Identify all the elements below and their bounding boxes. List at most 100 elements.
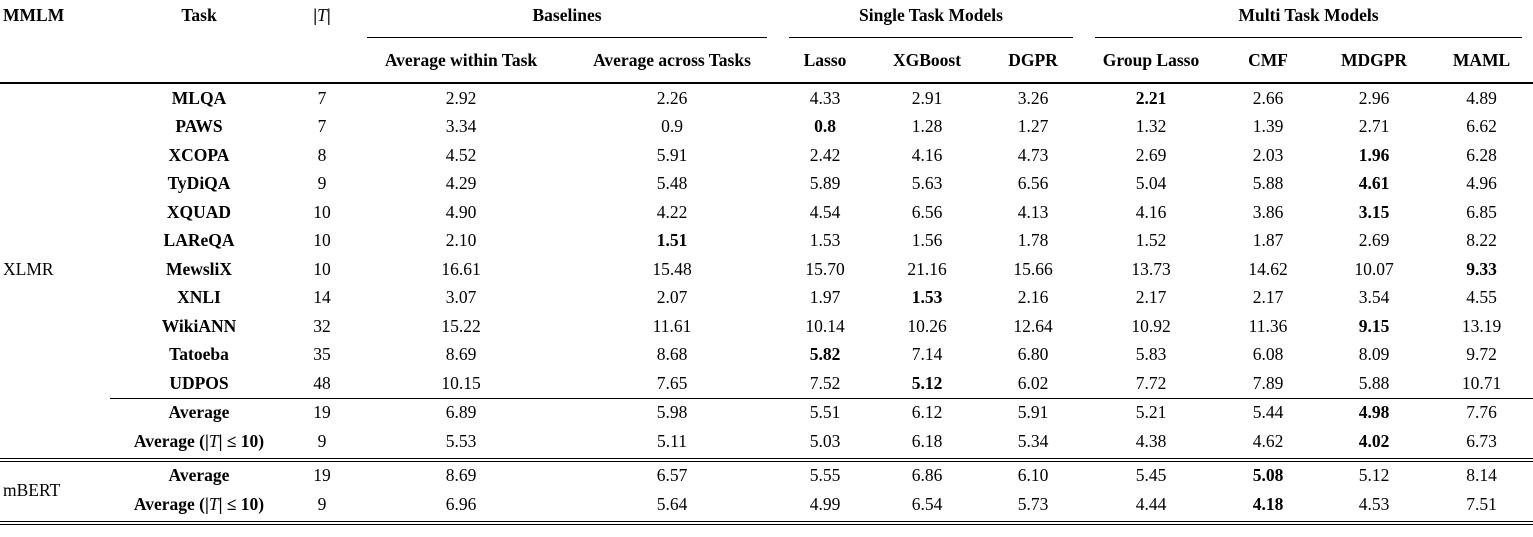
mmlm-label: mBERT [0,459,110,525]
value-cell: 5.53 [356,427,566,462]
value-cell: 2.96 [1358,87,1390,108]
group-header-multi-task-models: Multi Task Models [1084,2,1533,38]
table-row: UDPOS 48 10.15 7.65 7.52 5.12 6.02 7.72 7.89 5.88… [0,369,1533,398]
value-cell: 5.98 [566,397,779,427]
value-cell: 5.91 [982,397,1085,427]
value-cell: 7.51 [1430,490,1533,525]
value-cell: 1.96 [1358,144,1390,165]
value-cell: 5.08 [1252,465,1284,486]
script-t-symbol: T [208,493,219,514]
value-cell: 6.62 [1466,116,1497,137]
value-cell: 6.57 [656,465,688,486]
value-cell: 5.82 [809,344,841,365]
value-cell: 4.33 [809,87,841,108]
task-count-cell: 35 [313,344,331,365]
value-cell: 5.55 [809,465,841,486]
value-cell: 8.09 [1358,344,1390,365]
value-cell: 15.22 [441,315,481,336]
value-cell: 2.10 [445,230,477,251]
script-t-symbol: T [208,430,219,451]
value-cell: 4.29 [445,173,477,194]
value-cell: 4.16 [1135,201,1167,222]
task-count-cell: 9 [288,427,356,462]
value-cell: 13.19 [1461,315,1502,336]
value-cell: 5.48 [656,173,688,194]
value-cell: 5.44 [1218,397,1319,427]
value-cell: 2.66 [1252,87,1284,108]
task-count-cell: 48 [313,372,331,393]
value-cell: 4.16 [911,144,943,165]
value-cell: 7.65 [656,372,688,393]
group-header-row: MMLM Task |T| Baselines Single Task Mode… [0,2,1533,84]
task-name: PAWS [175,116,223,137]
value-cell: 4.13 [1017,201,1049,222]
value-cell: 4.54 [809,201,841,222]
value-cell: 6.18 [872,427,983,462]
table-row: PAWS 7 3.34 0.9 0.8 1.28 1.27 1.32 1.39 2.71 6.62 [0,113,1533,142]
value-cell: 1.53 [809,230,841,251]
average-row-label: Average (|T| ≤ 10) [110,490,288,525]
task-name: Tatoeba [169,344,229,365]
task-name: MLQA [171,87,227,108]
value-cell: 4.02 [1318,427,1431,462]
value-cell: 4.18 [1218,490,1319,525]
table-row: LAReQA 10 2.10 1.51 1.53 1.56 1.78 1.52 1.87 2.69… [0,227,1533,256]
table-row: mBERT Average 19 8.69 6.57 5.55 6.86 6.10 5.45 5.… [0,459,1533,525]
value-cell: 5.12 [1358,465,1390,486]
task-count-cell: 9 [288,490,356,525]
value-cell: 16.61 [441,258,481,279]
task-count-cell: 10 [313,201,331,222]
value-cell: 10.15 [441,372,481,393]
value-cell: 10.14 [805,315,845,336]
value-cell: 6.10 [1017,465,1049,486]
value-cell: 6.12 [872,397,983,427]
value-cell: 1.32 [1135,116,1167,137]
value-cell: 5.63 [911,173,943,194]
task-count-cell: 7 [317,87,327,108]
value-cell: 5.21 [1084,397,1219,427]
value-cell: 6.89 [356,397,566,427]
results-table: MMLM Task |T| Baselines Single Task Mode… [0,2,1533,525]
value-cell: 6.96 [356,490,566,525]
value-cell: 1.27 [1017,116,1049,137]
task-name: TyDiQA [167,173,231,194]
subcolumn-header-row: Average within Task Average across Tasks… [0,38,1533,84]
value-cell: 3.15 [1358,201,1390,222]
value-cell: 5.04 [1135,173,1167,194]
value-cell: 2.03 [1252,144,1284,165]
column-header-xgboost: XGBoost [872,38,983,84]
value-cell: 4.90 [445,201,477,222]
value-cell: 7.76 [1430,397,1533,427]
value-cell: 2.07 [656,287,688,308]
value-cell: 2.26 [656,87,688,108]
value-cell: 6.56 [911,201,943,222]
value-cell: 5.83 [1135,344,1167,365]
task-count-cell: 32 [313,315,331,336]
value-cell: 1.28 [911,116,943,137]
value-cell: 8.22 [1466,230,1497,251]
value-cell: 4.62 [1218,427,1319,462]
value-cell: 2.17 [1252,287,1284,308]
value-cell: 1.97 [809,287,841,308]
value-cell: 11.36 [1248,315,1288,336]
task-name: LAReQA [163,230,235,251]
value-cell: 5.91 [656,144,688,165]
value-cell: 5.88 [1358,372,1390,393]
value-cell: 8.69 [445,465,477,486]
value-cell: 4.96 [1466,173,1497,194]
value-cell: 2.92 [445,87,477,108]
value-cell: 5.03 [778,427,873,462]
value-cell: 6.56 [1017,173,1049,194]
task-count-cell: 10 [313,258,331,279]
table-row: Average (|T| ≤ 10) 9 6.96 5.64 4.99 6.54 5.73 4… [0,490,1533,525]
value-cell: 4.55 [1466,287,1497,308]
value-cell: 2.69 [1358,230,1390,251]
value-cell: 6.08 [1252,344,1284,365]
task-name: MewsliX [165,258,233,279]
value-cell: 9.33 [1466,258,1497,279]
value-cell: 1.87 [1252,230,1284,251]
value-cell: 21.16 [907,258,947,279]
task-count-cell: 19 [288,397,356,427]
column-header-cmf: CMF [1218,38,1319,84]
section-xlmr: XLMR MLQA 7 2.92 2.26 4.33 2.91 3.26 2.21 2.66 2.9… [0,83,1533,462]
